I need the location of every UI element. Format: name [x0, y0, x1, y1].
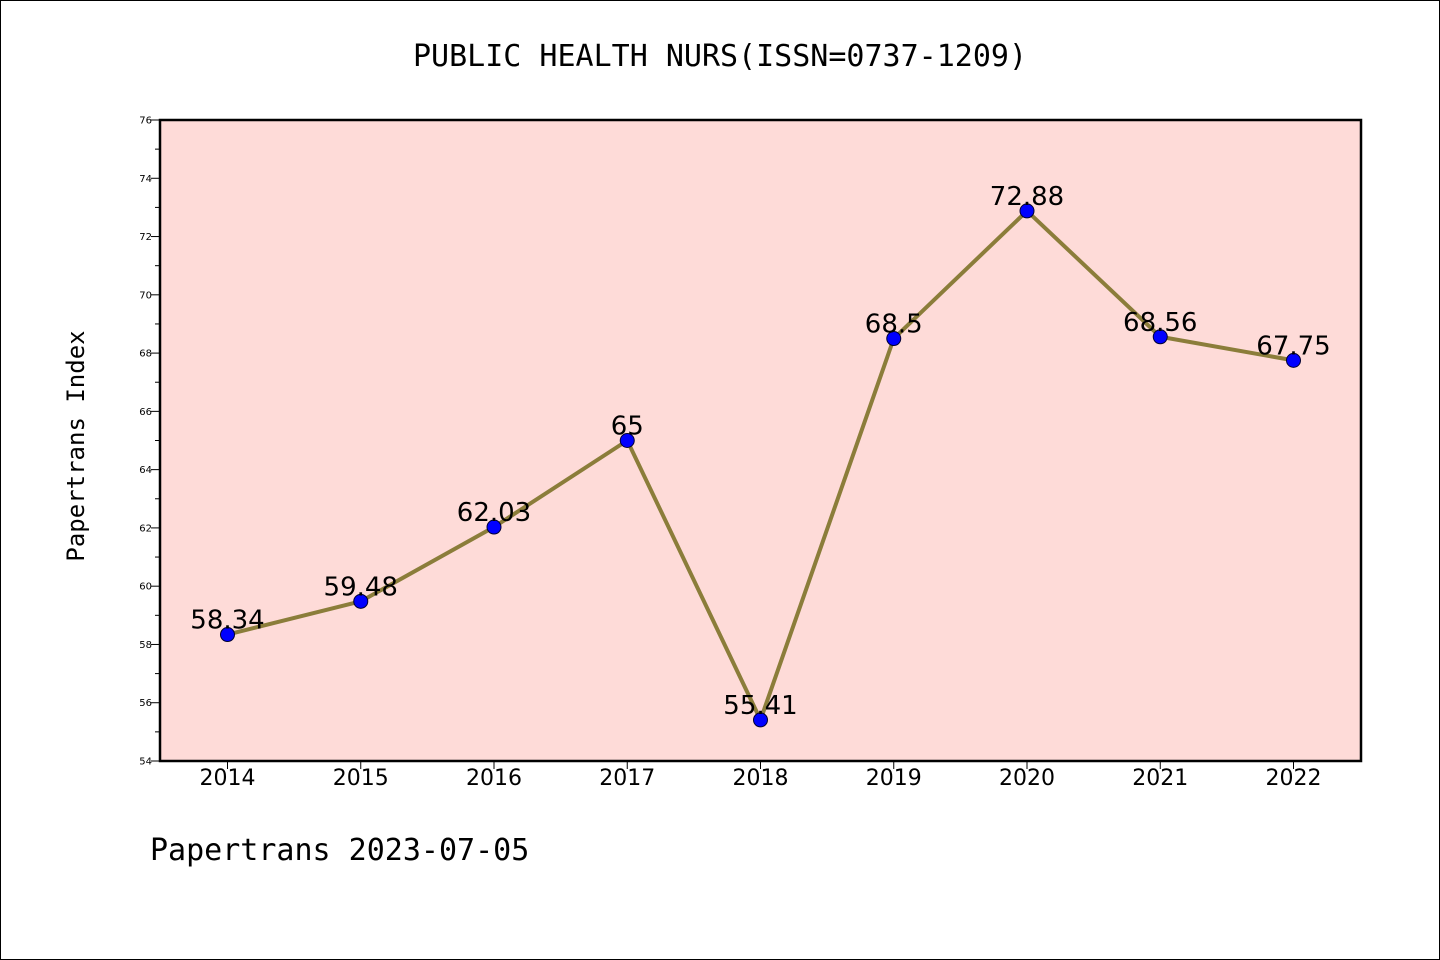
- data-label: 68.5: [865, 310, 923, 340]
- y-tick-label: 54: [139, 757, 152, 768]
- data-label: 58.34: [190, 606, 264, 636]
- y-axis: 54 56 58 60 62 64 66 68 70 72 74 76: [139, 116, 160, 768]
- y-tick-label: 70: [139, 290, 152, 301]
- data-point-marker: [1019, 203, 1035, 219]
- x-axis: 2014 2015 2016 2017 2018 2019 2020 2021 2022: [200, 761, 1322, 791]
- series-group: 58.34 59.48 62.03 65 55.41 68.5 72.88 68.56 67.7…: [190, 182, 1331, 728]
- x-tick-label: 2018: [733, 766, 789, 791]
- data-label: 72.88: [990, 182, 1064, 212]
- data-point-marker: [753, 712, 768, 728]
- data-point-marker: [1286, 352, 1301, 368]
- data-label: 59.48: [324, 572, 398, 602]
- data-point-marker: [886, 331, 902, 347]
- y-tick-label: 76: [139, 116, 152, 127]
- data-label: 65: [611, 412, 644, 442]
- footer-note: Papertrans 2023-07-05: [150, 833, 530, 868]
- y-tick-label: 72: [139, 232, 152, 243]
- data-point-marker: [220, 627, 235, 643]
- y-tick-label: 60: [139, 582, 152, 593]
- y-tick-label: 74: [139, 174, 152, 185]
- x-tick-label: 2017: [599, 766, 655, 791]
- x-tick-label: 2015: [333, 766, 389, 791]
- data-label: 67.75: [1256, 331, 1330, 361]
- x-tick-label: 2021: [1132, 766, 1188, 791]
- y-tick-label: 56: [139, 698, 152, 709]
- data-point-marker: [353, 593, 369, 609]
- y-axis-label: Papertrans Index: [62, 330, 90, 561]
- y-tick-label: 58: [139, 640, 152, 651]
- data-point-marker: [619, 433, 635, 448]
- plot-area: [158, 118, 1363, 763]
- x-tick-label: 2022: [1266, 766, 1322, 791]
- y-tick-label: 66: [139, 407, 152, 418]
- y-tick-label: 68: [139, 349, 152, 360]
- x-tick-label: 2016: [466, 766, 522, 791]
- data-point-marker: [1152, 329, 1168, 345]
- x-tick-label: 2020: [999, 766, 1055, 791]
- x-tick-label: 2019: [866, 766, 922, 791]
- x-tick-label: 2014: [200, 766, 256, 791]
- y-tick-label: 64: [139, 465, 152, 476]
- data-label: 55.41: [723, 691, 797, 721]
- data-point-marker: [486, 519, 502, 535]
- y-tick-label: 62: [139, 523, 152, 534]
- chart-title: PUBLIC HEALTH NURS(ISSN=0737-1209): [413, 39, 1027, 74]
- data-label: 62.03: [457, 498, 531, 528]
- data-label: 68.56: [1123, 308, 1197, 338]
